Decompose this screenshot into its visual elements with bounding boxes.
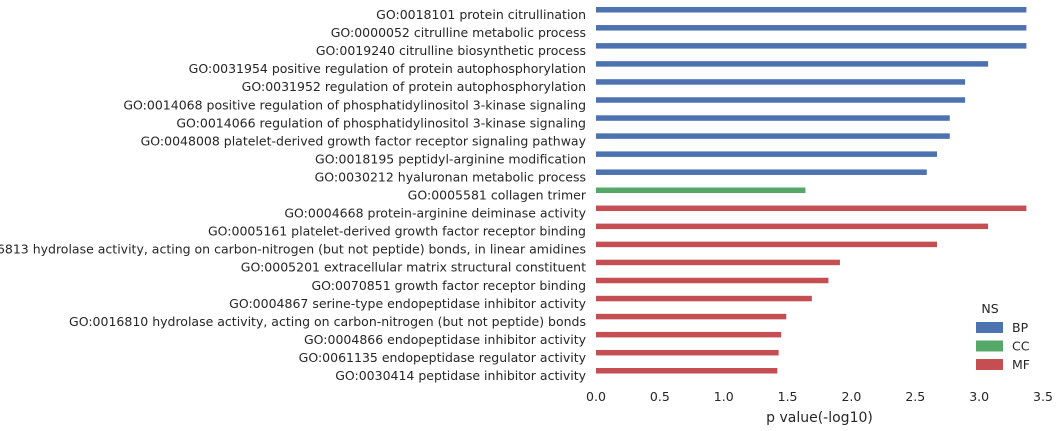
bar-2 (596, 25, 1027, 31)
bar-5 (596, 79, 966, 85)
category-label: GO:0048008 platelet-derived growth facto… (141, 133, 587, 148)
bar-17 (596, 295, 812, 302)
x-tick-label: 2.5 (905, 389, 925, 404)
category-label: GO:0030414 peptidase inhibitor activity (335, 368, 586, 383)
category-label: GO:0000052 citrulline metabolic process (331, 25, 586, 40)
category-label: GO:0070851 growth factor receptor bindin… (311, 278, 586, 293)
bar-4 (596, 61, 989, 67)
category-labels: GO:0018101 protein citrullination GO:0000… (0, 7, 587, 383)
bar-1 (596, 7, 1027, 13)
bar-19 (596, 331, 782, 338)
bars-layer (596, 7, 1027, 374)
bar-6 (596, 97, 966, 103)
bar-11 (596, 187, 806, 193)
bar-20 (596, 349, 779, 356)
category-label: GO:0016810 hydrolase activity, acting on… (69, 314, 586, 329)
category-label: GO:0014066 regulation of phosphatidylino… (176, 115, 586, 130)
category-label: GO:0030212 hyaluronan metabolic process (315, 169, 586, 184)
category-label: GO:0004668 protein-arginine deiminase ac… (284, 206, 586, 221)
bar-14 (596, 241, 937, 248)
category-label: GO:0061135 endopeptidase regulator activ… (299, 350, 587, 365)
legend-swatch-cc (976, 340, 1003, 352)
legend: NS BP CC MF (976, 301, 1030, 372)
legend-label-bp: BP (1012, 320, 1029, 335)
bar-7 (596, 115, 950, 121)
x-tick-label: 0.0 (586, 389, 606, 404)
category-label: GO:0005161 platelet-derived growth facto… (208, 224, 586, 239)
legend-label-cc: CC (1012, 339, 1030, 354)
category-label: GO:0005201 extracellular matrix structur… (241, 260, 586, 275)
legend-swatch-bp (976, 322, 1003, 333)
category-label: GO:0005581 collagen trimer (408, 188, 587, 203)
category-label: GO:0004867 serine-type endopeptidase inh… (229, 296, 586, 311)
bar-21 (596, 368, 778, 374)
legend-title: NS (981, 301, 998, 316)
category-label: GO:0018101 protein citrullination (376, 7, 586, 22)
bar-18 (596, 313, 787, 320)
x-tick-label: 0.5 (650, 389, 670, 404)
legend-label-mf: MF (1012, 357, 1030, 372)
x-tick-label: 1.5 (778, 389, 798, 404)
x-axis-ticks: 0.0 0.5 1.0 1.5 2.0 2.5 3.0 3.5 (586, 389, 1053, 404)
legend-swatch-mf (976, 359, 1003, 370)
bar-8 (596, 133, 950, 139)
bar-15 (596, 259, 840, 266)
bar-3 (596, 43, 1027, 49)
bar-10 (596, 169, 927, 175)
bar-16 (596, 277, 829, 284)
category-label: GO:0018195 peptidyl-arginine modificatio… (315, 151, 586, 166)
category-label: GO:0031952 regulation of protein autopho… (242, 79, 586, 94)
bar-9 (596, 151, 937, 157)
category-label: GO:0019240 citrulline biosynthetic proce… (316, 43, 586, 58)
bar-13 (596, 223, 989, 230)
x-tick-label: 3.0 (969, 389, 989, 404)
x-tick-label: 1.0 (714, 389, 734, 404)
bar-12 (596, 205, 1027, 212)
x-tick-label: 3.5 (1033, 389, 1053, 404)
category-label: GO:0016813 hydrolase activity, acting on… (0, 242, 586, 257)
category-label: GO:0014068 positive regulation of phosph… (123, 97, 586, 112)
x-tick-label: 2.0 (841, 389, 861, 404)
x-axis-title: p value(-log10) (766, 410, 873, 426)
category-label: GO:0031954 positive regulation of protei… (189, 61, 586, 76)
category-label: GO:0004866 endopeptidase inhibitor activ… (304, 332, 587, 347)
